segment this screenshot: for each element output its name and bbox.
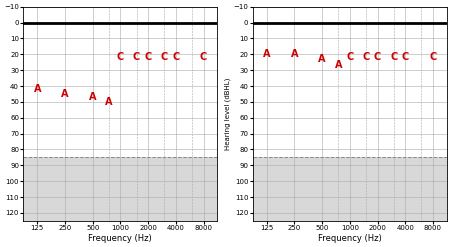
Text: A: A (61, 89, 69, 99)
Text: C: C (429, 52, 437, 62)
Text: A: A (89, 92, 97, 102)
Text: A: A (290, 49, 298, 59)
Y-axis label: Hearing level (dBHL): Hearing level (dBHL) (224, 78, 231, 150)
Text: C: C (374, 52, 381, 62)
Text: C: C (346, 52, 354, 62)
Text: A: A (318, 54, 326, 64)
Text: C: C (172, 52, 179, 62)
Bar (253, 157, 447, 221)
Text: A: A (335, 60, 342, 70)
Text: C: C (117, 52, 124, 62)
Text: C: C (402, 52, 409, 62)
Text: C: C (390, 52, 397, 62)
Text: A: A (33, 84, 41, 94)
Text: C: C (133, 52, 140, 62)
X-axis label: Frequency (Hz): Frequency (Hz) (88, 234, 152, 243)
Text: C: C (144, 52, 152, 62)
Text: A: A (263, 49, 271, 59)
Text: C: C (200, 52, 207, 62)
Text: A: A (105, 97, 113, 107)
Text: C: C (161, 52, 168, 62)
X-axis label: Frequency (Hz): Frequency (Hz) (318, 234, 382, 243)
Bar (23, 157, 217, 221)
Text: C: C (363, 52, 370, 62)
